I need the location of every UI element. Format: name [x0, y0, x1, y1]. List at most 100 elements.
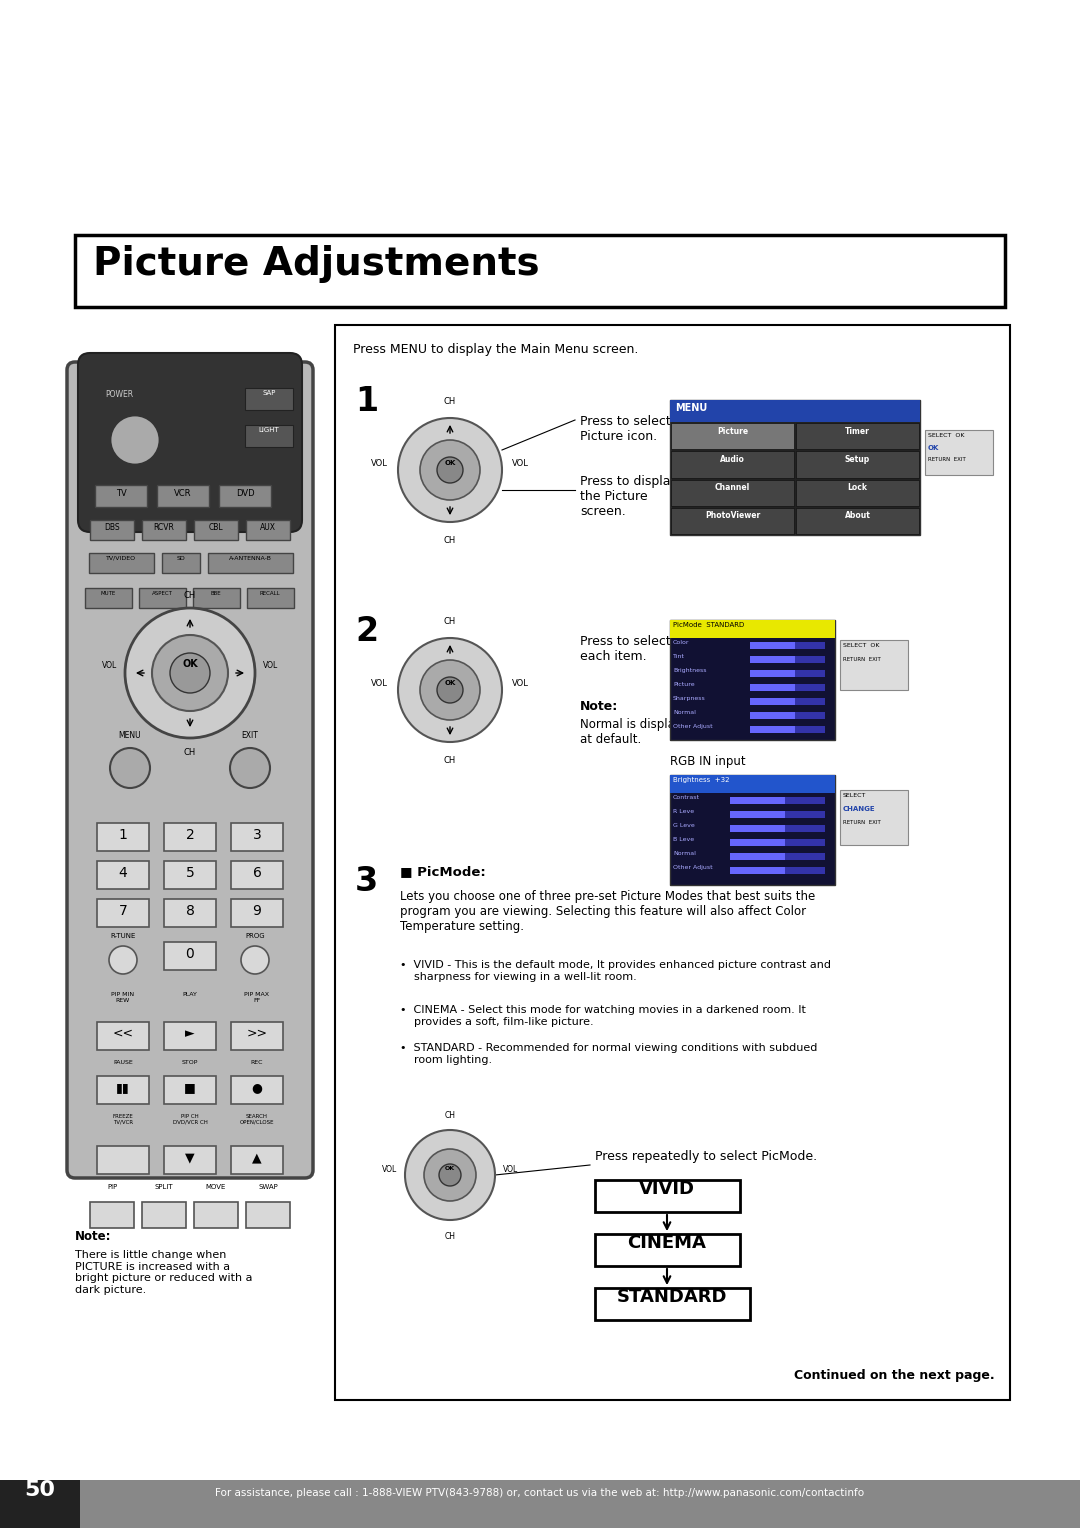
- Text: SWAP: SWAP: [258, 1184, 278, 1190]
- Text: BBE: BBE: [211, 591, 221, 596]
- Bar: [924, 429, 993, 475]
- Text: Note:: Note:: [580, 700, 618, 714]
- Text: SD: SD: [177, 556, 186, 561]
- Bar: [162, 553, 200, 573]
- Text: Lets you choose one of three pre-set Picture Modes that best suits the
program y: Lets you choose one of three pre-set Pic…: [400, 889, 815, 934]
- Bar: [141, 520, 186, 539]
- Text: 2: 2: [186, 828, 194, 842]
- Text: There is little change when
PICTURE is increased with a
bright picture or reduce: There is little change when PICTURE is i…: [75, 1250, 253, 1294]
- Text: B Leve: B Leve: [673, 837, 694, 842]
- Text: Channel: Channel: [715, 483, 751, 492]
- Bar: [245, 425, 293, 448]
- Circle shape: [405, 1131, 495, 1219]
- Text: •  VIVID - This is the default mode, It provides enhanced picture contrast and
 : • VIVID - This is the default mode, It p…: [400, 960, 831, 981]
- Text: 3: 3: [253, 828, 261, 842]
- Circle shape: [125, 608, 255, 738]
- Bar: [164, 1146, 216, 1174]
- Text: Sharpness: Sharpness: [673, 695, 705, 701]
- Bar: [750, 685, 795, 691]
- Bar: [193, 588, 240, 608]
- Text: VOL: VOL: [512, 680, 529, 689]
- Text: Press MENU to display the Main Menu screen.: Press MENU to display the Main Menu scre…: [353, 342, 638, 356]
- Bar: [750, 642, 825, 649]
- Text: VCR: VCR: [174, 489, 192, 498]
- Text: TV/VIDEO: TV/VIDEO: [106, 556, 136, 561]
- Text: Normal: Normal: [673, 711, 696, 715]
- Bar: [90, 520, 134, 539]
- Text: Note:: Note:: [75, 1230, 111, 1242]
- Text: SPLIT: SPLIT: [154, 1184, 173, 1190]
- Text: ■ PicMode:: ■ PicMode:: [400, 865, 486, 879]
- Bar: [246, 520, 291, 539]
- Text: VIVID: VIVID: [639, 1180, 696, 1198]
- Text: OK: OK: [183, 659, 198, 669]
- Circle shape: [399, 419, 502, 523]
- Text: G Leve: G Leve: [673, 824, 694, 828]
- Text: Tint: Tint: [673, 654, 685, 659]
- Bar: [231, 860, 283, 889]
- Bar: [595, 1180, 740, 1212]
- Circle shape: [420, 660, 480, 720]
- Text: CH: CH: [184, 749, 197, 756]
- Text: CBL: CBL: [208, 523, 224, 532]
- Text: CH: CH: [444, 617, 456, 626]
- Text: PROG: PROG: [245, 934, 265, 940]
- Bar: [750, 698, 825, 704]
- Text: 1: 1: [119, 828, 127, 842]
- Text: MUTE: MUTE: [100, 591, 116, 596]
- Text: PIP: PIP: [107, 1184, 117, 1190]
- Bar: [164, 824, 216, 851]
- Bar: [245, 388, 293, 410]
- Bar: [750, 656, 825, 663]
- Bar: [750, 656, 795, 663]
- Bar: [796, 423, 919, 449]
- Text: EXIT: EXIT: [242, 730, 258, 740]
- Bar: [219, 484, 271, 507]
- Bar: [670, 400, 920, 535]
- Bar: [750, 726, 795, 733]
- Text: <<: <<: [112, 1027, 134, 1041]
- Text: MENU: MENU: [675, 403, 707, 413]
- Bar: [730, 839, 825, 847]
- Text: OK: OK: [444, 680, 456, 686]
- Text: •  STANDARD - Recommended for normal viewing conditions with subdued
    room li: • STANDARD - Recommended for normal view…: [400, 1044, 818, 1065]
- Text: Other Adjust: Other Adjust: [673, 724, 713, 729]
- Text: POWER: POWER: [105, 390, 133, 399]
- Text: CH: CH: [444, 536, 456, 545]
- Bar: [670, 775, 835, 885]
- Text: SAP: SAP: [262, 390, 275, 396]
- Text: SELECT: SELECT: [843, 793, 866, 798]
- Text: Continued on the next page.: Continued on the next page.: [795, 1369, 995, 1381]
- Bar: [730, 825, 785, 833]
- Bar: [85, 588, 132, 608]
- Bar: [97, 1146, 149, 1174]
- Bar: [750, 698, 795, 704]
- Circle shape: [170, 652, 210, 694]
- Text: PLAY: PLAY: [183, 992, 198, 996]
- Text: 5: 5: [186, 866, 194, 880]
- Text: Other Adjust: Other Adjust: [673, 865, 713, 869]
- Text: VOL: VOL: [503, 1166, 518, 1175]
- Text: DBS: DBS: [104, 523, 120, 532]
- Bar: [730, 839, 785, 847]
- Text: >>: >>: [246, 1027, 268, 1041]
- Text: 9: 9: [253, 905, 261, 918]
- Bar: [840, 640, 908, 691]
- Text: Press to display
the Picture
screen.: Press to display the Picture screen.: [580, 475, 678, 518]
- Bar: [164, 860, 216, 889]
- Text: Press repeatedly to select PicMode.: Press repeatedly to select PicMode.: [595, 1151, 818, 1163]
- Text: Contrast: Contrast: [673, 795, 700, 801]
- Text: ▲: ▲: [253, 1151, 261, 1164]
- Text: CH: CH: [444, 756, 456, 766]
- Bar: [164, 1076, 216, 1105]
- Text: Normal: Normal: [673, 851, 696, 856]
- Circle shape: [438, 1164, 461, 1186]
- Bar: [97, 1076, 149, 1105]
- Text: ASPECT: ASPECT: [151, 591, 173, 596]
- Text: PhotoViewer: PhotoViewer: [705, 512, 760, 521]
- Text: Color: Color: [673, 640, 689, 645]
- Text: SELECT  OK: SELECT OK: [843, 643, 879, 648]
- Bar: [97, 898, 149, 927]
- Bar: [97, 1022, 149, 1050]
- Bar: [670, 620, 835, 740]
